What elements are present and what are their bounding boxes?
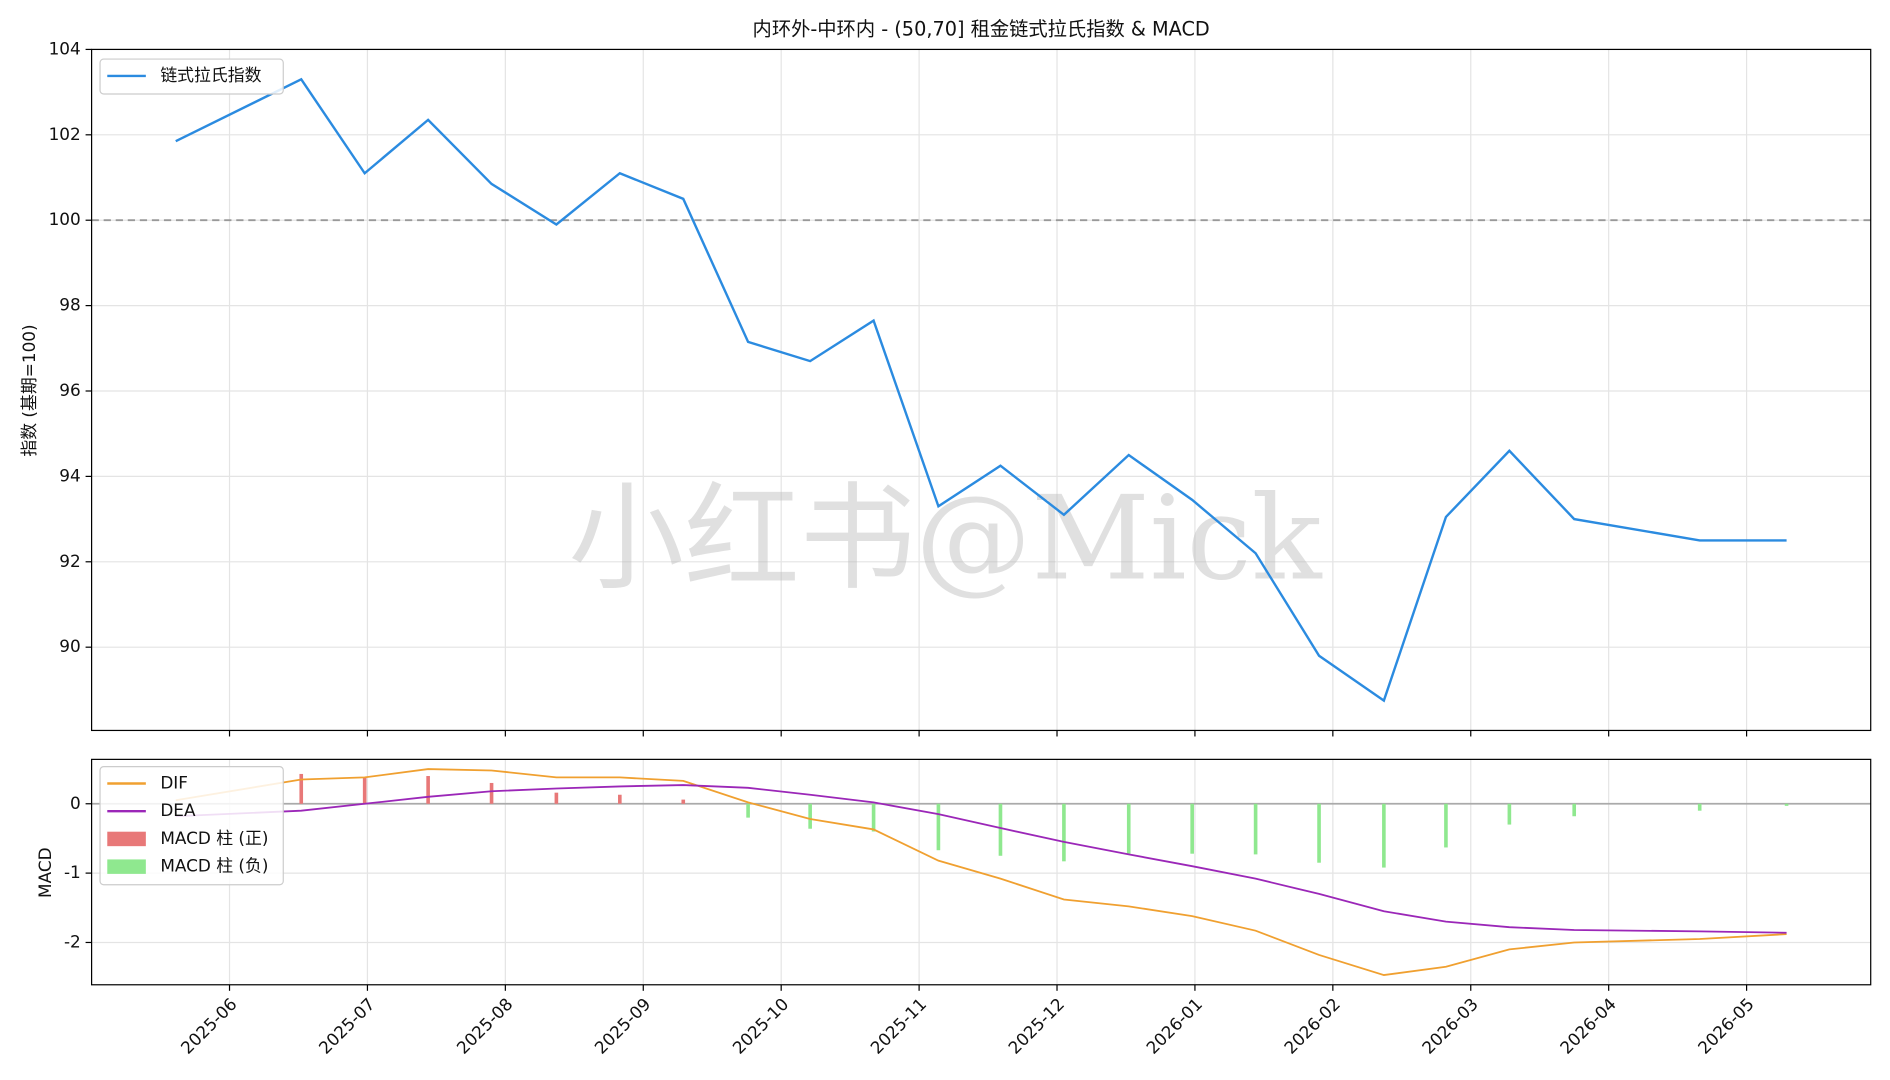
legend-box (99, 766, 284, 886)
macd-bar (1253, 803, 1258, 855)
macd-bar (1507, 803, 1512, 825)
legend-label: DEA (160, 800, 196, 820)
legend-label: 链式拉氏指数 (160, 65, 261, 85)
y-axis-label: MACD (35, 847, 55, 898)
macd-bar (362, 777, 367, 804)
y-tick-label: 0 (70, 793, 81, 813)
macd-bar (1126, 803, 1131, 854)
legend-label: MACD 柱 (负) (160, 856, 268, 876)
macd-bar (936, 803, 941, 851)
data-line (175, 768, 1787, 976)
macd-bar (618, 794, 622, 804)
macd-bar (554, 792, 559, 804)
y-tick-label: 98 (59, 295, 80, 315)
macd-bar (871, 803, 876, 832)
legend-swatch (107, 859, 146, 874)
macd-bar (808, 803, 812, 829)
macd-bar (998, 803, 1003, 856)
macd-bar (489, 782, 494, 804)
macd-bar (1697, 803, 1702, 811)
y-tick-label: 90 (59, 636, 80, 656)
y-tick-label: -1 (64, 862, 81, 882)
macd-bar (426, 776, 430, 804)
macd-bar (1444, 803, 1448, 848)
y-tick-label: 94 (59, 465, 80, 485)
y-tick-label: -2 (64, 931, 81, 951)
plot-frame (91, 48, 1872, 732)
macd-bar (1382, 803, 1386, 868)
macd-bar (746, 803, 750, 818)
chart-title: 内环外-中环内 - (50,70] 租金链式拉氏指数 & MACD (753, 18, 1210, 41)
macd-bar (1062, 803, 1066, 862)
y-tick-label: 96 (59, 380, 80, 400)
legend-label: DIF (160, 772, 188, 792)
macd-bar (1572, 803, 1577, 817)
y-tick-label: 100 (49, 209, 81, 229)
legend-swatch (107, 831, 146, 847)
plot-frame (91, 758, 1872, 986)
macd-bar (299, 773, 304, 804)
data-line (175, 784, 1787, 934)
y-tick-label: 104 (49, 38, 81, 58)
macd-bar (681, 799, 686, 804)
y-tick-label: 92 (59, 551, 80, 571)
watermark: 小红书@Mick (568, 472, 1322, 606)
legend-box (99, 58, 284, 95)
macd-bar (1784, 803, 1789, 806)
y-axis-label: 指数 (基期=100) (19, 324, 39, 456)
y-tick-label: 102 (49, 124, 81, 144)
macd-bar (1190, 803, 1194, 854)
legend-label: MACD 柱 (正) (160, 828, 268, 848)
data-line (175, 77, 1787, 703)
macd-bar (1317, 803, 1321, 863)
